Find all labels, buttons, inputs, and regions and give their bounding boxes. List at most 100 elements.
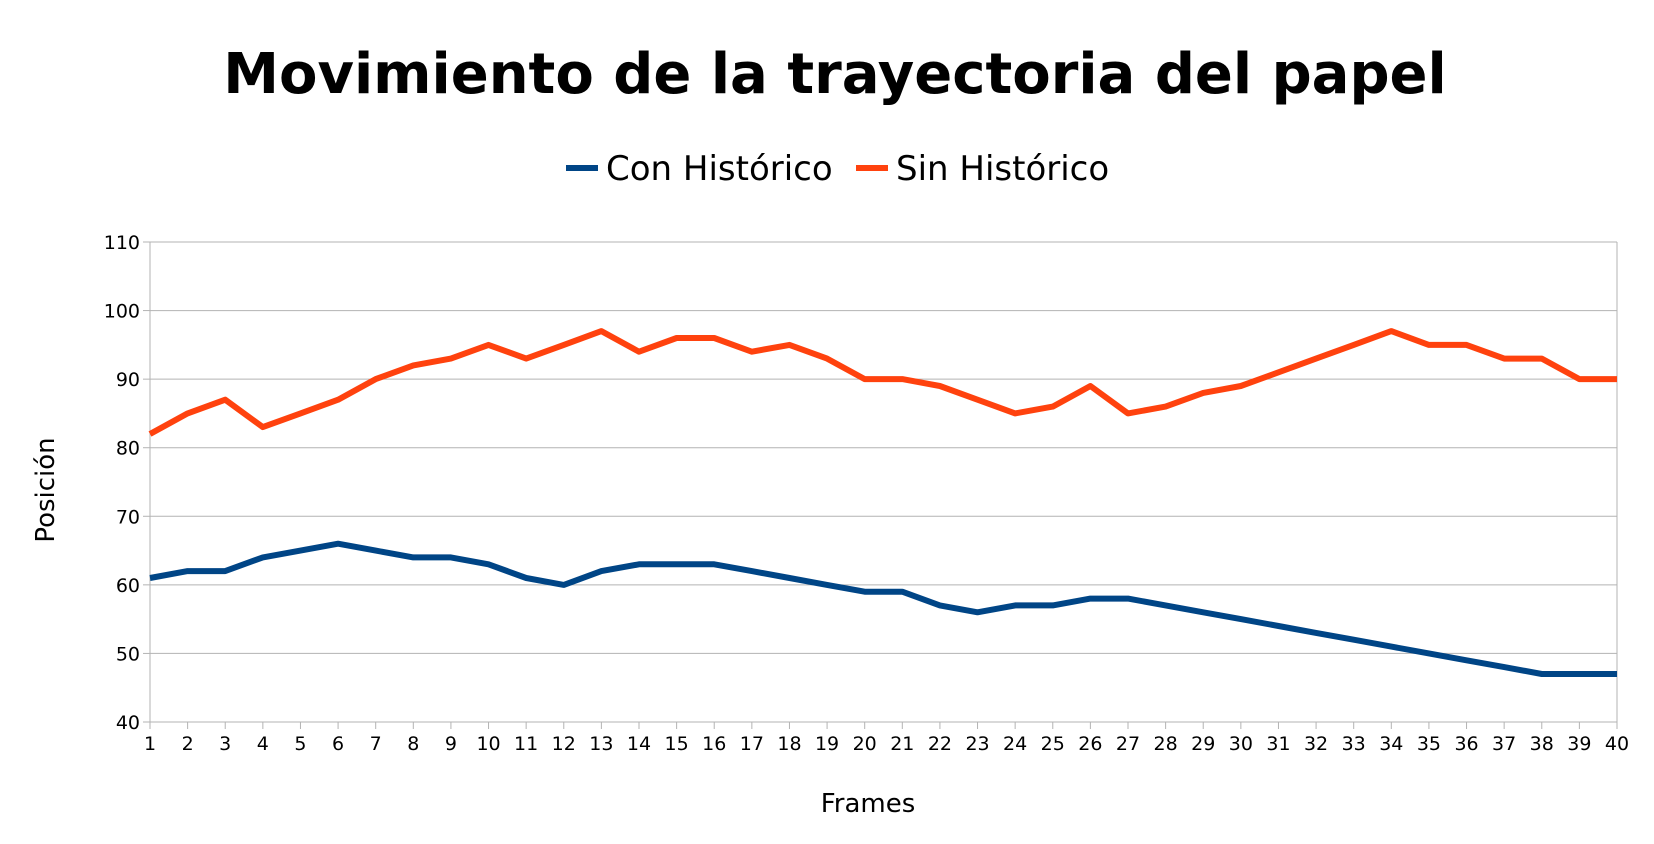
x-tick-label: 22	[928, 733, 952, 755]
data-point	[1351, 637, 1357, 643]
x-tick-label: 36	[1454, 733, 1478, 755]
data-point	[1200, 609, 1206, 615]
data-point	[862, 589, 868, 595]
data-point	[1012, 602, 1018, 608]
data-point	[1388, 644, 1394, 650]
data-point	[636, 561, 642, 567]
y-tick-label: 40	[116, 712, 140, 734]
x-tick-label: 14	[627, 733, 651, 755]
data-point	[486, 561, 492, 567]
x-tick-label: 2	[182, 733, 194, 755]
data-point	[410, 554, 416, 560]
data-point	[1426, 342, 1432, 348]
data-point	[1313, 630, 1319, 636]
data-point	[1087, 596, 1093, 602]
legend-item-1: Sin Histórico	[856, 149, 1109, 189]
data-point	[1125, 596, 1131, 602]
data-point	[335, 397, 341, 403]
x-tick-label: 40	[1605, 733, 1629, 755]
data-point	[448, 356, 454, 362]
data-point	[711, 561, 717, 567]
data-point	[862, 376, 868, 382]
x-tick-label: 25	[1041, 733, 1065, 755]
data-point	[335, 541, 341, 547]
x-tick-label: 19	[815, 733, 839, 755]
data-point	[1576, 376, 1582, 382]
x-tick-label: 17	[740, 733, 764, 755]
data-point	[824, 356, 830, 362]
x-tick-label: 35	[1417, 733, 1441, 755]
data-point	[1388, 328, 1394, 334]
x-tick-label: 12	[552, 733, 576, 755]
data-point	[222, 397, 228, 403]
data-point	[1614, 376, 1620, 382]
x-tick-label: 33	[1342, 733, 1366, 755]
data-point	[786, 575, 792, 581]
x-tick-label: 34	[1379, 733, 1403, 755]
x-tick-label: 13	[589, 733, 613, 755]
data-point	[749, 349, 755, 355]
data-point	[185, 410, 191, 416]
x-tick-label: 37	[1492, 733, 1516, 755]
data-point	[899, 376, 905, 382]
data-point	[1238, 616, 1244, 622]
x-tick-label: 11	[514, 733, 538, 755]
data-point	[1576, 671, 1582, 677]
x-tick-label: 1	[144, 733, 156, 755]
data-point	[1050, 404, 1056, 410]
data-point	[1163, 404, 1169, 410]
y-axis-title: Posición	[31, 437, 61, 542]
x-tick-label: 3	[219, 733, 231, 755]
x-tick-label: 15	[665, 733, 689, 755]
x-tick-label: 28	[1154, 733, 1178, 755]
y-tick-labels: 40 50 60 70 80 90 100 110	[104, 232, 140, 734]
data-point	[373, 376, 379, 382]
data-point	[1012, 410, 1018, 416]
x-tick-label: 30	[1229, 733, 1253, 755]
data-point	[523, 356, 529, 362]
data-point	[297, 410, 303, 416]
data-point	[448, 554, 454, 560]
data-point	[147, 431, 153, 437]
data-point	[1163, 602, 1169, 608]
data-point	[185, 568, 191, 574]
data-point	[523, 575, 529, 581]
data-point	[410, 362, 416, 368]
x-tick-label: 18	[777, 733, 801, 755]
legend-label: Con Histórico	[606, 149, 833, 189]
data-point	[937, 383, 943, 389]
data-point	[1087, 383, 1093, 389]
data-point	[1275, 369, 1281, 375]
data-point	[1200, 390, 1206, 396]
data-point	[1238, 383, 1244, 389]
x-tick-label: 20	[853, 733, 877, 755]
data-point	[1275, 623, 1281, 629]
x-tick-label: 31	[1266, 733, 1290, 755]
y-tick-label: 60	[116, 575, 140, 597]
x-tick-label: 5	[294, 733, 306, 755]
data-point	[899, 589, 905, 595]
x-tick-label: 4	[257, 733, 269, 755]
x-tick-label: 21	[890, 733, 914, 755]
x-tick-label: 32	[1304, 733, 1328, 755]
data-point	[975, 397, 981, 403]
data-point	[1501, 664, 1507, 670]
legend-item-0: Con Histórico	[566, 149, 833, 189]
chart-title: Movimiento de la trayectoria del papel	[223, 42, 1446, 107]
y-tick-label: 100	[104, 301, 140, 323]
x-tick-label: 26	[1078, 733, 1102, 755]
data-point	[786, 342, 792, 348]
data-point	[1313, 356, 1319, 362]
x-axis-title: Frames	[821, 789, 916, 819]
x-tick-label: 16	[702, 733, 726, 755]
data-point	[1464, 342, 1470, 348]
legend: Con Histórico Sin Histórico	[566, 149, 1109, 189]
data-point	[222, 568, 228, 574]
data-point	[260, 554, 266, 560]
data-point	[486, 342, 492, 348]
x-tick-label: 29	[1191, 733, 1215, 755]
x-tick-label: 24	[1003, 733, 1027, 755]
data-point	[975, 609, 981, 615]
data-point	[598, 328, 604, 334]
